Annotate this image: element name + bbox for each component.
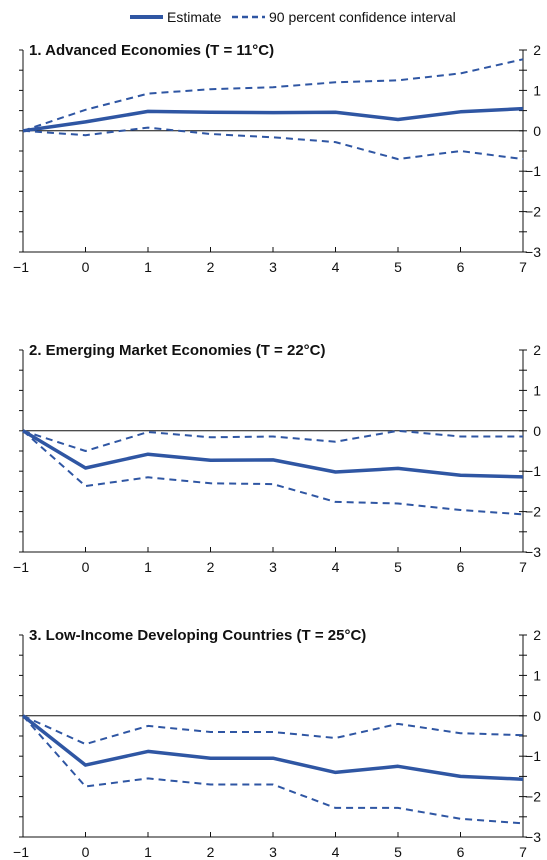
x-tick-label: 3 — [269, 844, 277, 860]
series-line-confidence-interval — [22, 126, 524, 161]
y-tick-label: −3 — [525, 244, 541, 260]
y-tick-label: 1 — [533, 82, 541, 98]
x-tick-label: −1 — [13, 844, 29, 860]
x-tick-label: 3 — [269, 559, 277, 575]
x-tick-label: 2 — [207, 259, 215, 275]
y-tick-label: −3 — [525, 544, 541, 560]
y-tick-label: −2 — [525, 504, 541, 520]
x-tick-label: 2 — [207, 844, 215, 860]
y-tick-label: 0 — [533, 708, 541, 724]
x-tick-label: 7 — [519, 844, 527, 860]
series-line-estimate — [22, 429, 524, 479]
legend-ci-label: 90 percent confidence interval — [269, 9, 456, 25]
x-tick-label: 1 — [144, 844, 152, 860]
y-tick-label: 2 — [533, 627, 541, 643]
x-tick-label: 1 — [144, 259, 152, 275]
series-line-confidence-interval — [22, 715, 524, 825]
y-tick-label: 2 — [533, 42, 541, 58]
panel-title: 1. Advanced Economies (T = 11°C) — [29, 42, 274, 59]
x-tick-label: 3 — [269, 259, 277, 275]
x-tick-label: 4 — [332, 559, 340, 575]
x-tick-label: 6 — [457, 259, 465, 275]
x-tick-label: 6 — [457, 559, 465, 575]
x-tick-label: 7 — [519, 259, 527, 275]
x-tick-label: 4 — [332, 844, 340, 860]
x-tick-label: −1 — [13, 259, 29, 275]
panel-2: 2 1 0 −1 −2 −3 −1 0 1 2 3 4 5 6 7 2. Emerging Market Ec… — [13, 342, 541, 575]
y-tick-label: −2 — [525, 204, 541, 220]
x-tick-label: 5 — [394, 559, 402, 575]
x-tick-label: 0 — [82, 844, 90, 860]
series-line-confidence-interval — [22, 58, 524, 132]
x-tick-label: 1 — [144, 559, 152, 575]
y-tick-label: 1 — [533, 667, 541, 683]
x-tick-label: −1 — [13, 559, 29, 575]
x-tick-label: 0 — [82, 559, 90, 575]
panel-title: 2. Emerging Market Economies (T = 22°C) — [29, 342, 326, 359]
y-tick-label: 0 — [533, 423, 541, 439]
y-tick-label: 1 — [533, 382, 541, 398]
legend: Estimate 90 percent confidence interval — [130, 9, 456, 25]
y-tick-label: −1 — [525, 163, 541, 179]
x-tick-label: 4 — [332, 259, 340, 275]
y-tick-label: −1 — [525, 748, 541, 764]
x-tick-label: 2 — [207, 559, 215, 575]
x-tick-label: 7 — [519, 559, 527, 575]
y-tick-label: −3 — [525, 829, 541, 845]
series-line-confidence-interval — [22, 429, 523, 452]
y-tick-label: 2 — [533, 342, 541, 358]
x-tick-label: 5 — [394, 259, 402, 275]
x-tick-label: 6 — [457, 844, 465, 860]
series-line-estimate — [21, 714, 524, 781]
legend-estimate-label: Estimate — [167, 9, 222, 25]
series-line-confidence-interval — [22, 714, 524, 746]
y-tick-label: −2 — [525, 789, 541, 805]
panel-3: 2 1 0 −1 −2 −3 −1 0 1 2 3 4 5 6 7 3. Low-Income Develop… — [13, 627, 541, 860]
series-line-estimate — [22, 106, 524, 133]
x-tick-label: 5 — [394, 844, 402, 860]
y-tick-label: −1 — [525, 463, 541, 479]
x-tick-label: 0 — [82, 259, 90, 275]
y-tick-label: 0 — [533, 123, 541, 139]
panel-title: 3. Low-Income Developing Countries (T = … — [29, 627, 366, 644]
panel-1: 2 1 0 −1 −2 −3 −1 0 1 2 3 4 5 6 7 1. Advanced Economies… — [13, 42, 541, 275]
